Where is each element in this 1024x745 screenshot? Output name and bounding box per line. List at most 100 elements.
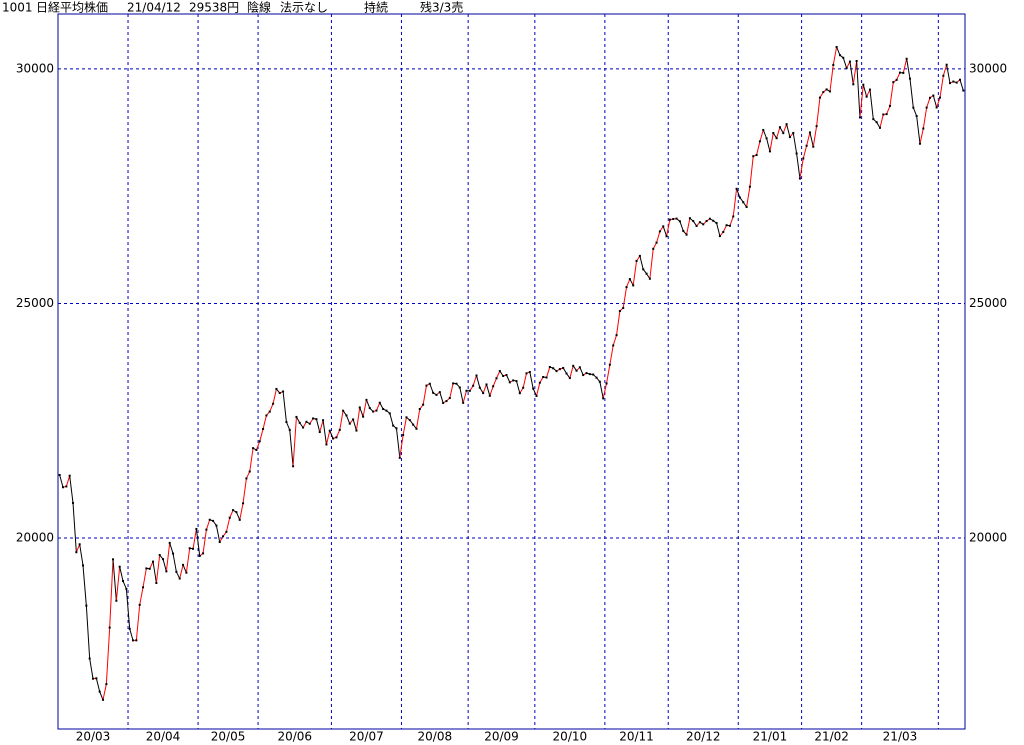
price-point bbox=[935, 106, 938, 109]
price-point bbox=[742, 201, 745, 204]
price-segment bbox=[786, 124, 791, 138]
price-point bbox=[702, 223, 705, 226]
price-segment bbox=[289, 429, 294, 467]
price-point bbox=[815, 125, 818, 128]
price-point bbox=[902, 71, 905, 74]
price-segment bbox=[629, 278, 634, 286]
price-segment bbox=[782, 123, 788, 134]
price-point bbox=[495, 377, 498, 380]
price-point bbox=[678, 220, 681, 223]
price-point bbox=[275, 387, 278, 390]
price-point bbox=[125, 587, 128, 590]
price-segment bbox=[269, 403, 274, 412]
price-segment bbox=[182, 564, 187, 573]
price-segment bbox=[449, 383, 454, 399]
price-point bbox=[382, 407, 385, 410]
price-segment bbox=[152, 561, 157, 584]
display: 法示なし bbox=[280, 1, 328, 15]
price-segment bbox=[192, 528, 197, 549]
price-segment bbox=[769, 132, 774, 152]
price-point bbox=[322, 419, 325, 422]
price-point bbox=[465, 389, 468, 392]
price-point bbox=[372, 410, 375, 413]
price-segment bbox=[516, 380, 521, 394]
price-point bbox=[265, 414, 268, 417]
price-segment bbox=[936, 97, 941, 108]
price-segment bbox=[942, 64, 948, 76]
price-segment bbox=[922, 107, 928, 129]
price-segment bbox=[135, 604, 141, 641]
price-point bbox=[908, 77, 911, 80]
price-point bbox=[685, 233, 688, 236]
price-segment bbox=[102, 683, 107, 700]
price-point bbox=[942, 74, 945, 77]
price-point bbox=[665, 235, 668, 238]
price-point bbox=[788, 136, 791, 139]
price-point bbox=[662, 225, 665, 228]
price-point bbox=[272, 402, 275, 405]
x-tick-label: 20/11 bbox=[619, 730, 654, 744]
price-point bbox=[338, 428, 341, 431]
price-segment bbox=[169, 542, 174, 554]
price-point bbox=[675, 217, 678, 220]
price-point bbox=[128, 627, 131, 630]
price-point bbox=[822, 91, 825, 94]
price-segment bbox=[626, 278, 631, 288]
price-point bbox=[795, 152, 798, 155]
price-segment bbox=[879, 114, 884, 128]
price-point bbox=[922, 127, 925, 130]
price-point bbox=[532, 387, 535, 390]
price-segment bbox=[95, 678, 101, 692]
price-point bbox=[682, 229, 685, 232]
price-segment bbox=[486, 384, 491, 396]
price-point bbox=[488, 394, 491, 397]
price-segment bbox=[149, 561, 154, 569]
price-segment bbox=[846, 61, 851, 69]
price-segment bbox=[616, 310, 621, 336]
price-segment bbox=[716, 222, 721, 237]
price-point bbox=[285, 421, 288, 424]
price-point bbox=[612, 344, 615, 347]
price-point bbox=[112, 558, 115, 561]
price-point bbox=[892, 81, 895, 84]
price-segment bbox=[886, 105, 891, 115]
price-point bbox=[435, 393, 438, 396]
price-point bbox=[738, 196, 741, 199]
price-segment bbox=[59, 474, 64, 488]
price-segment bbox=[415, 408, 421, 429]
price-point bbox=[385, 409, 388, 412]
price-point bbox=[778, 126, 781, 129]
price-point bbox=[622, 306, 625, 309]
price-point bbox=[448, 397, 451, 400]
price-point bbox=[168, 541, 171, 544]
price-point bbox=[92, 677, 95, 680]
price-point bbox=[605, 382, 608, 385]
price-segment bbox=[352, 419, 357, 431]
price-point bbox=[715, 222, 718, 225]
price-point bbox=[952, 80, 955, 83]
price-point bbox=[518, 392, 521, 395]
price-point bbox=[342, 409, 345, 412]
price-segment bbox=[609, 345, 614, 365]
price-point bbox=[895, 78, 898, 81]
price-point bbox=[582, 374, 585, 377]
price-point bbox=[232, 509, 235, 512]
price-point bbox=[235, 511, 238, 514]
price-point bbox=[882, 113, 885, 116]
price-point bbox=[828, 90, 831, 93]
price-segment bbox=[792, 132, 798, 154]
x-tick-label: 20/07 bbox=[349, 730, 384, 744]
price-point bbox=[722, 230, 725, 233]
price-segment bbox=[606, 364, 611, 384]
price-point bbox=[805, 144, 808, 147]
price-segment bbox=[729, 216, 734, 226]
price-segment bbox=[806, 132, 811, 146]
x-tick-label: 20/05 bbox=[211, 730, 246, 744]
x-tick-label: 20/12 bbox=[686, 730, 721, 744]
x-tick-label: 20/09 bbox=[484, 730, 519, 744]
price-point bbox=[345, 414, 348, 417]
price-point bbox=[498, 370, 501, 373]
price-segment bbox=[649, 248, 654, 279]
price-point bbox=[772, 132, 775, 135]
price-point bbox=[102, 698, 105, 701]
